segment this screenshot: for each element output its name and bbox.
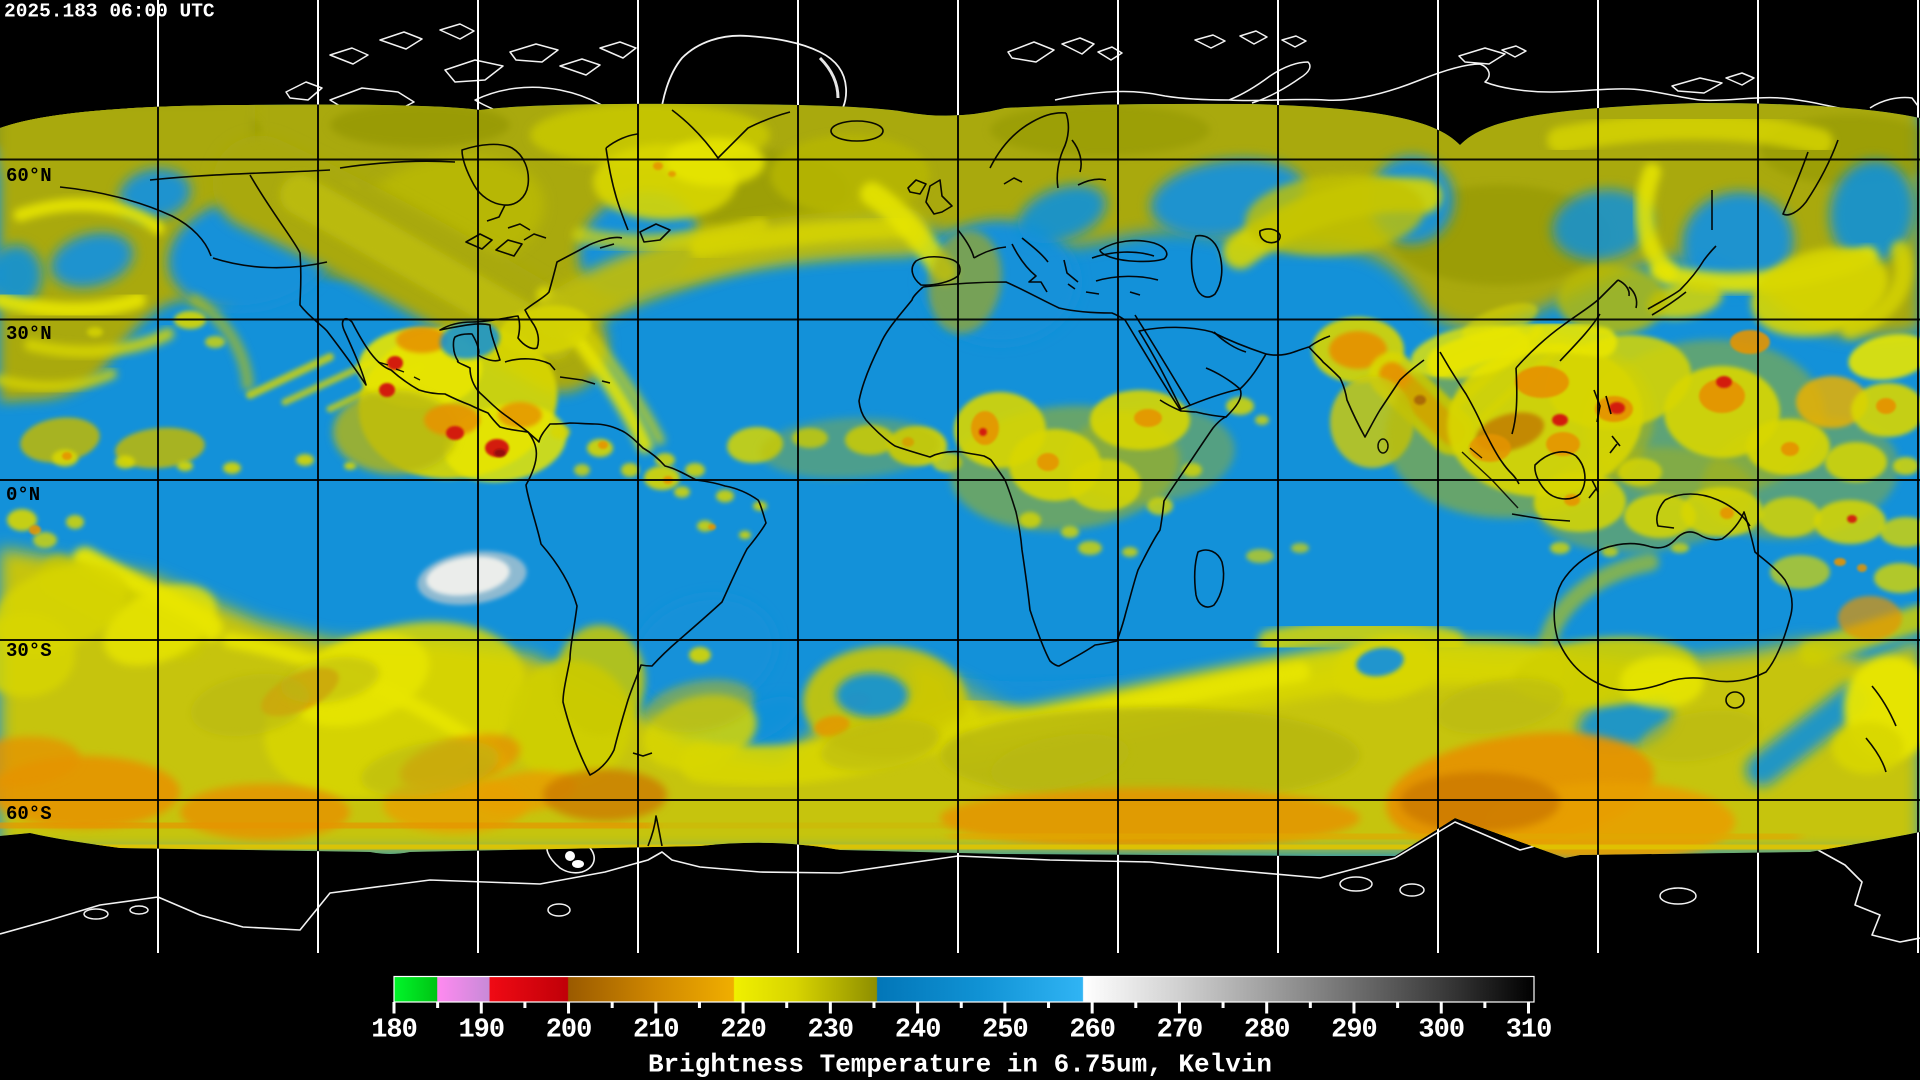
svg-text:30°N: 30°N: [6, 323, 52, 345]
svg-text:280: 280: [1244, 1016, 1290, 1046]
svg-text:240: 240: [895, 1016, 941, 1046]
svg-text:230: 230: [808, 1016, 854, 1046]
svg-text:290: 290: [1331, 1016, 1377, 1046]
svg-text:190: 190: [458, 1016, 504, 1046]
svg-text:Brightness Temperature in 6.75: Brightness Temperature in 6.75um, Kelvin: [648, 1050, 1272, 1080]
svg-text:310: 310: [1506, 1016, 1552, 1046]
svg-text:270: 270: [1157, 1016, 1203, 1046]
svg-text:300: 300: [1418, 1016, 1464, 1046]
svg-text:30°S: 30°S: [6, 640, 52, 662]
svg-text:60°S: 60°S: [6, 803, 52, 825]
svg-text:220: 220: [720, 1016, 766, 1046]
svg-text:200: 200: [546, 1016, 592, 1046]
svg-text:260: 260: [1069, 1016, 1115, 1046]
svg-text:60°N: 60°N: [6, 165, 52, 187]
svg-text:210: 210: [633, 1016, 679, 1046]
svg-text:0°N: 0°N: [6, 484, 40, 506]
svg-text:180: 180: [371, 1016, 417, 1046]
svg-text:2025.183 06:00 UTC: 2025.183 06:00 UTC: [4, 1, 215, 23]
svg-text:250: 250: [982, 1016, 1028, 1046]
